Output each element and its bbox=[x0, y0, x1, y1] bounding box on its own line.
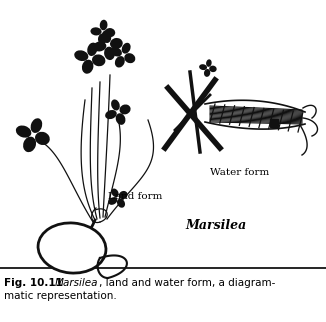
Ellipse shape bbox=[93, 42, 106, 52]
Ellipse shape bbox=[38, 223, 106, 273]
Ellipse shape bbox=[199, 64, 207, 70]
Ellipse shape bbox=[209, 66, 217, 72]
Ellipse shape bbox=[31, 118, 42, 133]
Ellipse shape bbox=[91, 27, 102, 35]
Text: Land form: Land form bbox=[108, 192, 162, 201]
Text: Fig. 10.11: Fig. 10.11 bbox=[4, 278, 63, 288]
Ellipse shape bbox=[87, 43, 97, 56]
Ellipse shape bbox=[204, 69, 210, 77]
Text: Water form: Water form bbox=[210, 167, 269, 176]
Text: , land and water form, a diagram-: , land and water form, a diagram- bbox=[99, 278, 275, 288]
Ellipse shape bbox=[92, 54, 105, 66]
Ellipse shape bbox=[23, 137, 36, 152]
Ellipse shape bbox=[117, 199, 125, 208]
Ellipse shape bbox=[124, 53, 135, 63]
Ellipse shape bbox=[35, 132, 50, 145]
Ellipse shape bbox=[100, 20, 108, 30]
Ellipse shape bbox=[116, 113, 126, 125]
Ellipse shape bbox=[105, 110, 117, 119]
Ellipse shape bbox=[74, 50, 88, 61]
Ellipse shape bbox=[110, 38, 123, 49]
Ellipse shape bbox=[115, 56, 125, 68]
Ellipse shape bbox=[98, 33, 107, 44]
Ellipse shape bbox=[111, 47, 122, 56]
Text: matic representation.: matic representation. bbox=[4, 291, 117, 301]
Ellipse shape bbox=[206, 59, 212, 67]
Text: Marsilea: Marsilea bbox=[185, 219, 246, 232]
Ellipse shape bbox=[82, 60, 94, 74]
Ellipse shape bbox=[111, 189, 119, 197]
Ellipse shape bbox=[105, 28, 115, 37]
Ellipse shape bbox=[119, 191, 127, 199]
Ellipse shape bbox=[111, 99, 120, 110]
Ellipse shape bbox=[120, 104, 131, 114]
Ellipse shape bbox=[108, 197, 117, 205]
Ellipse shape bbox=[122, 43, 131, 54]
Ellipse shape bbox=[104, 47, 115, 60]
Ellipse shape bbox=[16, 126, 31, 138]
Text: Marsilea: Marsilea bbox=[55, 278, 98, 288]
Ellipse shape bbox=[102, 30, 111, 43]
Bar bbox=[270, 119, 278, 127]
